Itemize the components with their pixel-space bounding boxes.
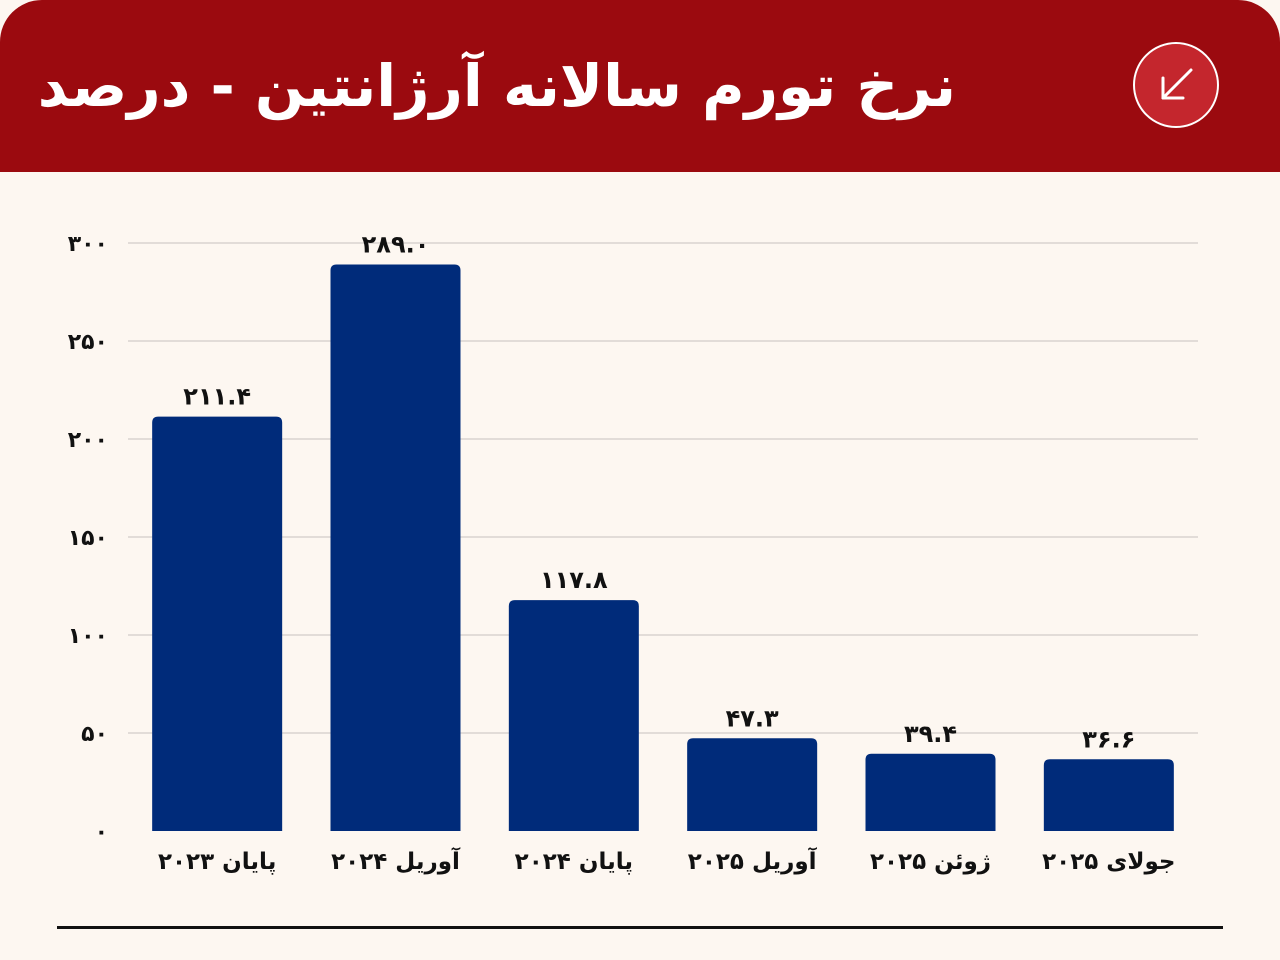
y-tick-label: ۰ [95,820,108,845]
arrow-down-left-icon[interactable] [1133,42,1219,128]
bar-chart: ۰ ۵۰ ۱۰۰ ۱۵۰ ۲۰۰ ۲۵۰ ۳۰۰ ۲۱۱.۴ پایان ۲۰۲۳ ۲۸۹.۰ آو… [68,231,1198,875]
arrow-down-left-glyph [1161,68,1193,100]
x-category-label: ژوئن ۲۰۲۵ [870,849,991,875]
bar-value-label: ۴۷.۳ [726,704,779,732]
bar [865,753,996,831]
bar-value-label: ۳۹.۴ [904,720,957,748]
bar [330,264,461,831]
bar [687,738,818,831]
x-category-label: پایان ۲۰۲۴ [515,849,633,875]
y-tick-label: ۲۰۰ [68,428,108,453]
bar [1043,759,1174,831]
y-tick-label: ۲۵۰ [68,330,108,355]
y-tick-label: ۱۰۰ [68,624,108,649]
bar-value-label: ۱۱۷.۸ [540,566,608,594]
bar-value-label: ۲۱۱.۴ [183,383,251,411]
y-tick-label: ۵۰ [81,722,108,747]
x-category-label: جولای ۲۰۲۵ [1042,849,1175,875]
bar-value-label: ۲۸۹.۰ [362,231,430,259]
chart-area: ۰ ۵۰ ۱۰۰ ۱۵۰ ۲۰۰ ۲۵۰ ۳۰۰ ۲۱۱.۴ پایان ۲۰۲۳ ۲۸۹.۰ آو… [0,172,1280,960]
chart-header: نرخ تورم سالانه آرژانتین - درصد [0,0,1280,172]
x-category-label: آوریل ۲۰۲۵ [688,846,818,875]
x-category-label: پایان ۲۰۲۳ [158,849,276,875]
y-tick-label: ۱۵۰ [68,526,108,551]
x-category-label: آوریل ۲۰۲۴ [331,846,461,875]
footer-divider [57,926,1223,929]
bar-value-label: ۳۶.۶ [1082,725,1135,753]
bar [152,416,283,831]
y-tick-label: ۳۰۰ [68,232,108,257]
chart-title: نرخ تورم سالانه آرژانتین - درصد [37,52,956,120]
bar [508,600,639,831]
